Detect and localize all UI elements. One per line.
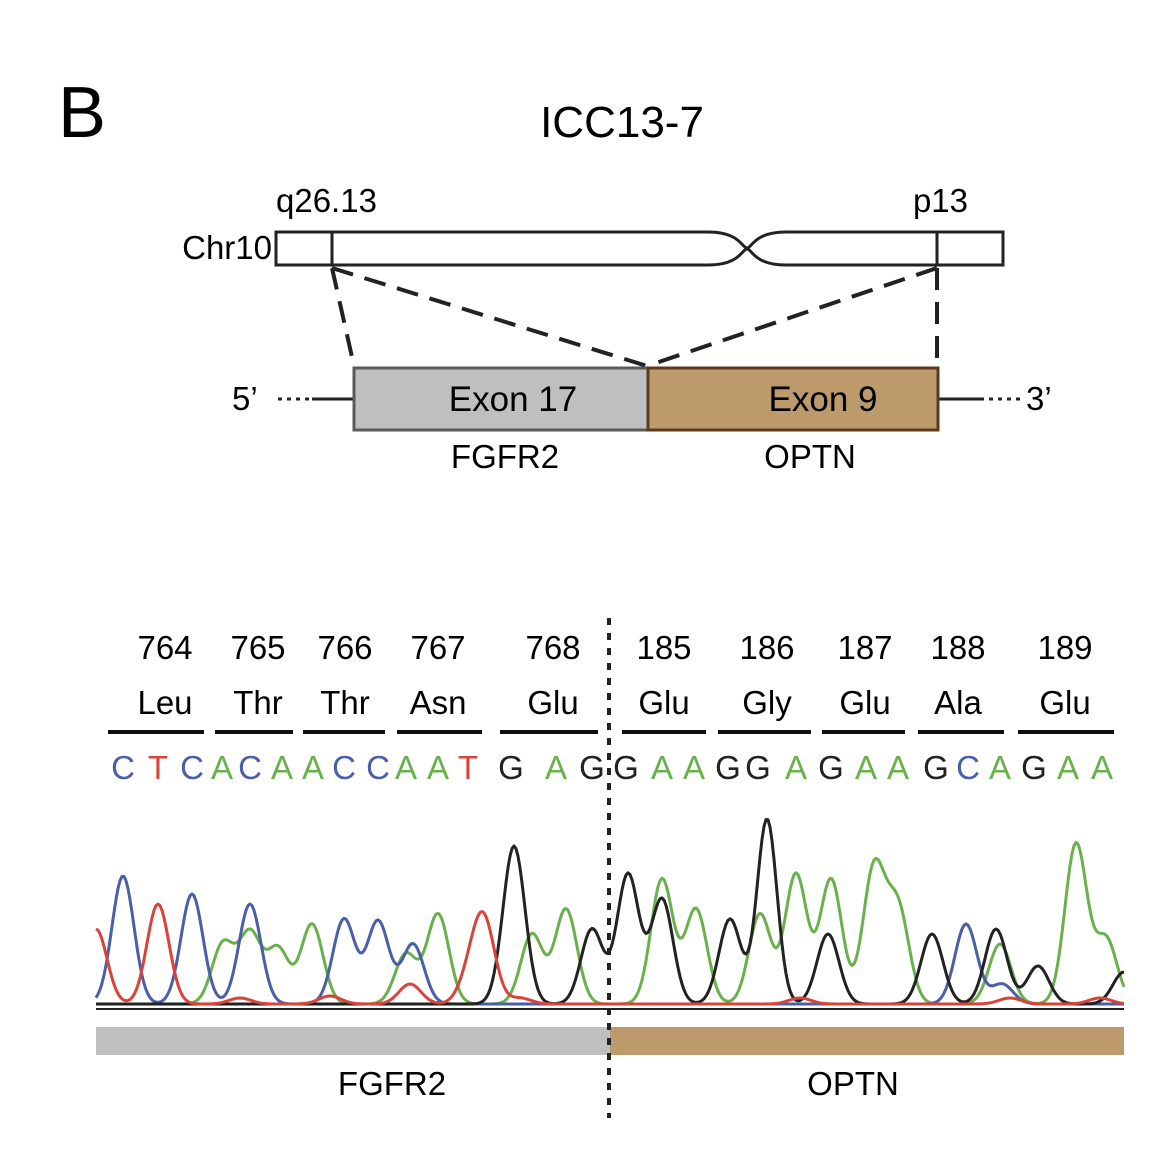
panel-letter: B	[58, 73, 106, 153]
gene-label-optn: OPTN	[764, 438, 856, 475]
base-letter: A	[651, 749, 673, 786]
amino-acid-label: Asn	[410, 684, 467, 721]
base-letter: C	[332, 749, 356, 786]
band-label-left: q26.13	[276, 182, 377, 219]
codon-number: 767	[410, 629, 465, 666]
base-letter: G	[923, 749, 949, 786]
codon-number: 188	[930, 629, 985, 666]
chromosome-label: Chr10	[182, 229, 272, 266]
base-letter: A	[683, 749, 705, 786]
base-letter: A	[1091, 749, 1113, 786]
base-letter: C	[956, 749, 980, 786]
amino-acid-label: Gly	[742, 684, 792, 721]
base-letter: A	[271, 749, 293, 786]
base-letter: A	[785, 749, 807, 786]
bar-label-optn: OPTN	[807, 1065, 899, 1102]
exon-17-label: Exon 17	[449, 380, 577, 419]
codon-number: 187	[837, 629, 892, 666]
amino-acid-label: Leu	[137, 684, 192, 721]
base-letter: A	[395, 749, 417, 786]
trace-t	[95, 902, 1125, 1006]
codon-number: 186	[739, 629, 794, 666]
base-letter: A	[211, 749, 233, 786]
amino-acid-label: Thr	[320, 684, 370, 721]
exon-9-box	[646, 366, 940, 432]
codon-number: 185	[636, 629, 691, 666]
fgfr2-bar	[96, 1027, 610, 1055]
zoom-lines	[330, 266, 939, 368]
codon-number: 766	[317, 629, 372, 666]
base-letter: A	[1057, 749, 1079, 786]
base-letter: A	[887, 749, 909, 786]
base-letter: G	[498, 749, 524, 786]
base-letter: A	[855, 749, 877, 786]
base-letter: G	[579, 749, 605, 786]
figure-title: ICC13-7	[540, 98, 704, 147]
base-letter: A	[989, 749, 1011, 786]
base-letter: G	[745, 749, 771, 786]
base-letter: G	[715, 749, 741, 786]
amino-acid-label: Thr	[233, 684, 283, 721]
base-letter: T	[148, 749, 168, 786]
base-letter: A	[427, 749, 449, 786]
base-letter: G	[613, 749, 639, 786]
base-letter: A	[302, 749, 324, 786]
base-letter: C	[111, 749, 135, 786]
codon-number: 764	[137, 629, 192, 666]
amino-acid-label: Glu	[638, 684, 689, 721]
base-letter: C	[238, 749, 262, 786]
base-letter: C	[366, 749, 390, 786]
band-label-right: p13	[913, 182, 968, 219]
chromosome-ideogram	[274, 230, 1005, 267]
chromosome-outline	[274, 230, 1005, 267]
base-letter: G	[818, 749, 844, 786]
codon-number: 768	[525, 629, 580, 666]
codon-number: 765	[230, 629, 285, 666]
gene-label-fgfr2: FGFR2	[451, 438, 559, 475]
exon-17-box	[352, 366, 650, 432]
amino-acid-label: Glu	[839, 684, 890, 721]
base-letter: T	[458, 749, 478, 786]
bar-label-fgfr2: FGFR2	[338, 1065, 446, 1102]
base-letter: A	[545, 749, 567, 786]
amino-acid-label: Glu	[527, 684, 578, 721]
fusion-transcript	[278, 366, 1022, 432]
optn-bar	[610, 1027, 1124, 1055]
five-prime-label: 5’	[232, 380, 258, 417]
base-letter: G	[1021, 749, 1047, 786]
codon-annotations: 764 Leu 765 Thr 766 Thr 767 Asn 768 Glu 185 Glu 186 G…	[108, 629, 1114, 734]
amino-acid-label: Ala	[934, 684, 982, 721]
amino-acid-label: Glu	[1039, 684, 1090, 721]
base-letter: C	[180, 749, 204, 786]
three-prime-label: 3’	[1026, 380, 1052, 417]
codon-number: 189	[1037, 629, 1092, 666]
exon-9-label: Exon 9	[769, 380, 878, 419]
